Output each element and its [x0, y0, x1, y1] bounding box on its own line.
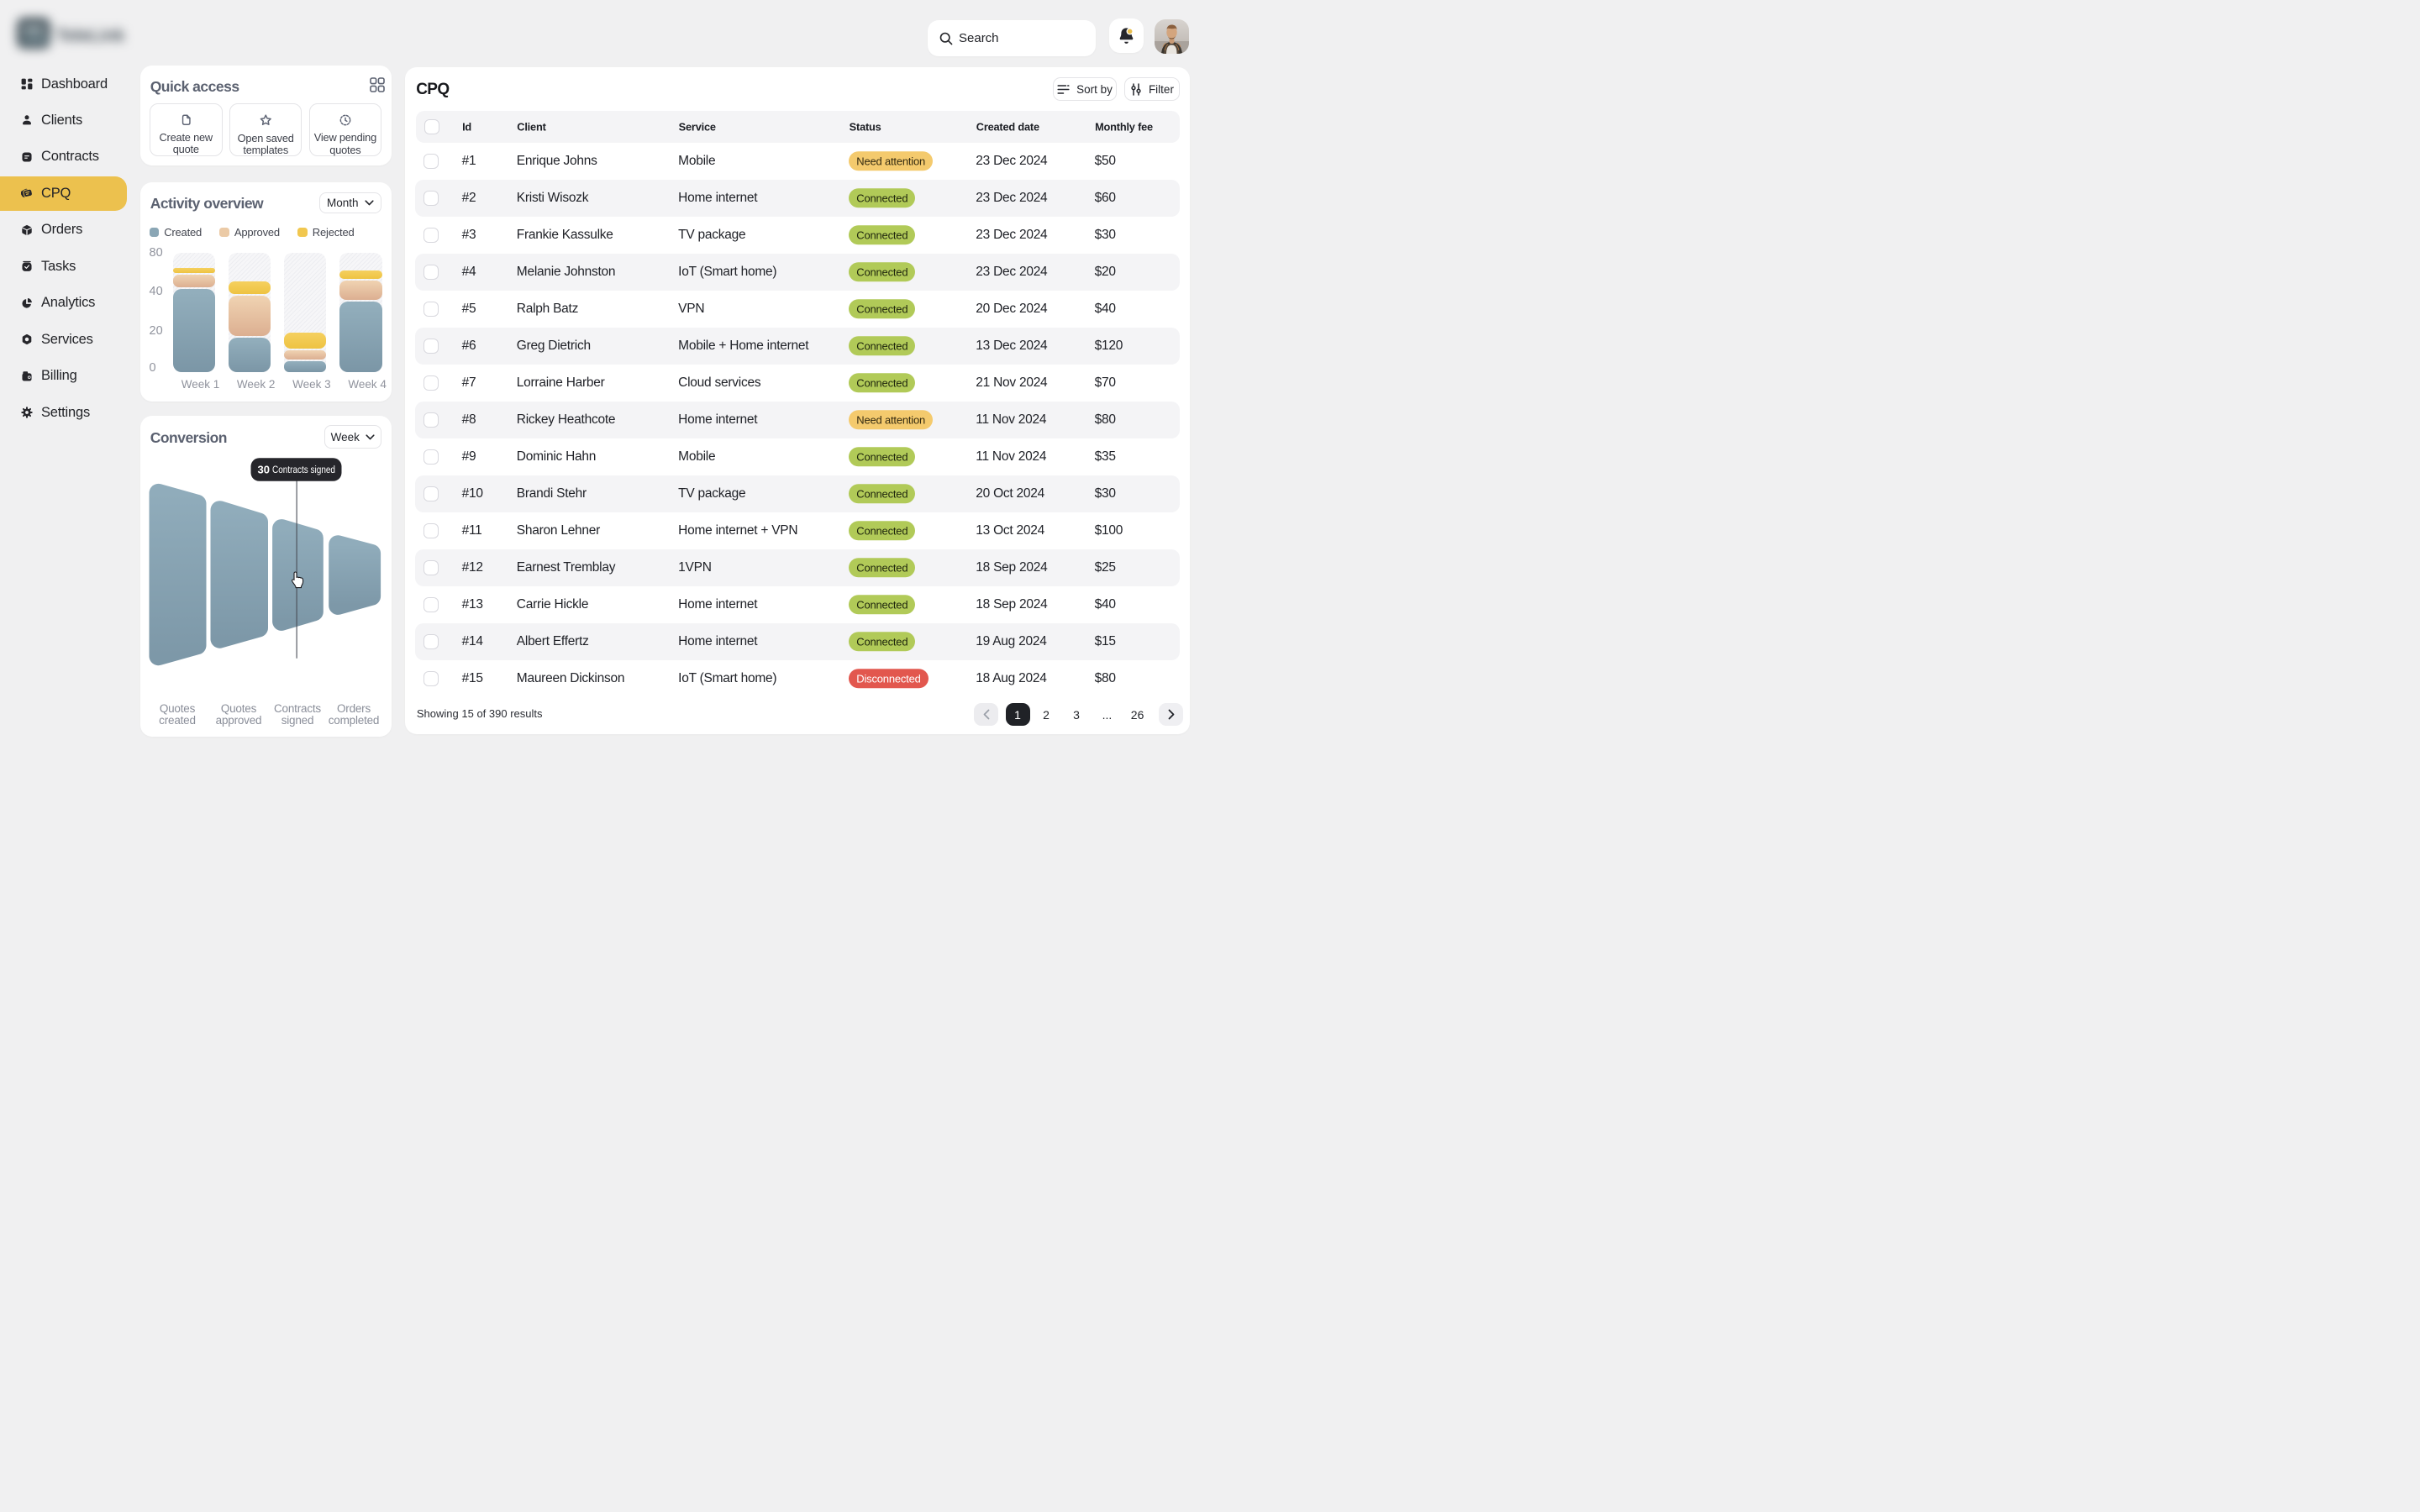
svg-text:Contracts signed: Contracts signed: [272, 464, 335, 475]
svg-text:30: 30: [257, 463, 269, 475]
